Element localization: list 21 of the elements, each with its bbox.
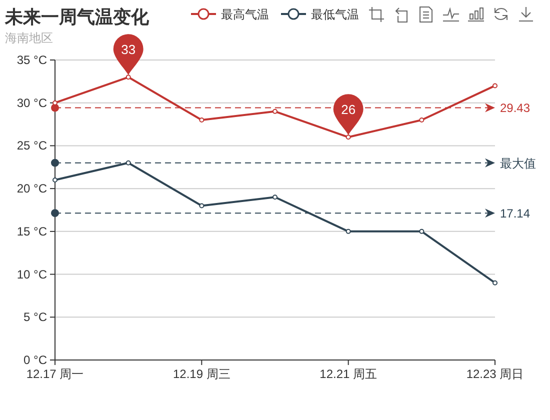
subtitle: 海南地区 [5, 31, 53, 45]
annotation-text: 33 [121, 42, 136, 58]
y-tick-label: 0 °C [24, 353, 47, 367]
ref-line-label: 17.14 [500, 206, 530, 221]
x-tick-label: 12.19 周三 [172, 367, 230, 381]
y-tick-label: 5 °C [24, 310, 47, 324]
y-tick-label: 15 °C [16, 224, 47, 238]
y-tick-label: 30 °C [16, 96, 47, 110]
y-tick-label: 10 °C [16, 267, 47, 282]
y-tick-label: 20 °C [16, 182, 47, 196]
y-tick-label: 35 °C [16, 53, 47, 67]
legend-label: 最高气温 [221, 8, 269, 22]
ref-line-label: 29.43 [500, 101, 530, 116]
x-tick-label: 12.21 周五 [320, 367, 378, 381]
annotation-text: 26 [341, 102, 356, 118]
title: 未来一周气温变化 [5, 7, 149, 27]
y-tick-label: 25 °C [16, 138, 47, 153]
x-tick-label: 12.23 周日 [466, 367, 524, 381]
x-tick-label: 12.17 周一 [26, 367, 84, 381]
legend-label: 最低气温 [311, 8, 359, 22]
ref-line-label: 最大值 [500, 156, 536, 170]
